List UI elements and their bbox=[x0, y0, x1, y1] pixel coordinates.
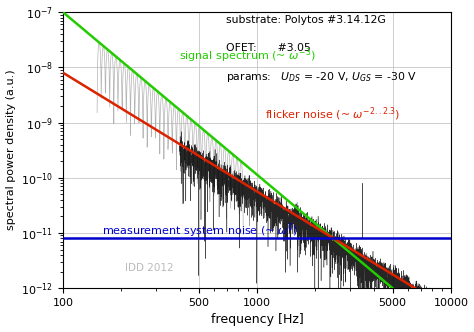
Text: flicker noise (~ $\omega^{-2..2.3}$): flicker noise (~ $\omega^{-2..2.3}$) bbox=[264, 105, 400, 123]
Text: signal spectrum (~ $\omega^{-3}$): signal spectrum (~ $\omega^{-3}$) bbox=[179, 46, 316, 65]
X-axis label: frequency [Hz]: frequency [Hz] bbox=[210, 313, 303, 326]
Y-axis label: spectral power density (a.u.): spectral power density (a.u.) bbox=[6, 70, 16, 230]
Text: params:   $U_{DS}$ = -20 V, $U_{GS}$ = -30 V: params: $U_{DS}$ = -20 V, $U_{GS}$ = -30… bbox=[226, 70, 417, 84]
Text: IDD 2012: IDD 2012 bbox=[125, 263, 173, 273]
Text: OFET:      #3.05: OFET: #3.05 bbox=[226, 42, 311, 52]
Text: substrate: Polytos #3.14.12G: substrate: Polytos #3.14.12G bbox=[226, 15, 386, 25]
Text: measurement system noise (~ $\omega^{0}$): measurement system noise (~ $\omega^{0}$… bbox=[102, 221, 298, 240]
